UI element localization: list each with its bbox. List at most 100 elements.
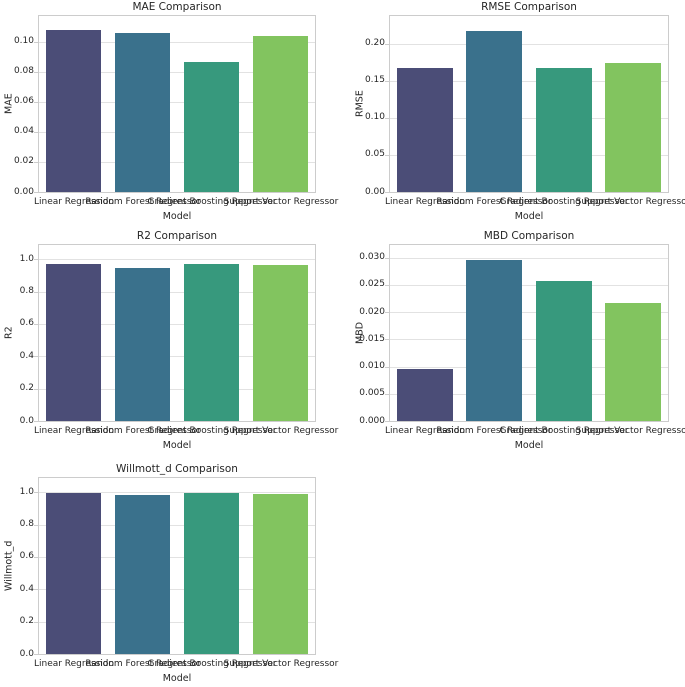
bar-gradient-boosting-regressor	[184, 62, 239, 192]
y-tick-label: 0.000	[359, 416, 385, 426]
y-tick-label: 0.005	[359, 388, 385, 398]
bar-gradient-boosting-regressor	[184, 493, 239, 654]
gridline	[390, 367, 668, 368]
y-tick-label: 0.05	[364, 149, 385, 159]
y-tick-mark	[385, 394, 389, 395]
y-tick-mark	[34, 525, 38, 526]
y-tick-label: 0.025	[359, 279, 385, 289]
y-tick-mark	[34, 654, 38, 655]
y-tick-mark	[34, 192, 38, 193]
bar-support-vector-regressor	[253, 265, 308, 421]
gridline	[39, 589, 315, 590]
x-axis-label: Model	[162, 673, 192, 684]
gridline	[390, 339, 668, 340]
gridline	[39, 102, 315, 103]
x-tick-label: Random Forest Regressor	[85, 197, 201, 207]
y-tick-label: 0.15	[364, 75, 385, 85]
bar-linear-regression	[46, 493, 101, 654]
gridline	[390, 258, 668, 259]
bar-support-vector-regressor	[605, 63, 661, 192]
gridline	[39, 259, 315, 260]
gridline	[39, 132, 315, 133]
chart-title: MAE Comparison	[132, 1, 222, 13]
y-tick-label: 0.6	[19, 318, 34, 328]
y-tick-label: 0.4	[19, 584, 34, 594]
y-axis-label: Willmott_d	[3, 540, 15, 592]
x-tick-label: Linear Regression	[33, 426, 115, 436]
x-tick-label: Random Forest Regressor	[436, 426, 552, 436]
y-tick-label: 0.020	[359, 307, 385, 317]
y-axis-label: R2	[3, 326, 15, 340]
plot-area	[38, 477, 316, 655]
y-tick-mark	[34, 622, 38, 623]
chart-title: MBD Comparison	[483, 230, 575, 242]
plot-area	[38, 244, 316, 422]
bar-gradient-boosting-regressor	[536, 281, 592, 421]
y-tick-label: 0.015	[359, 334, 385, 344]
y-tick-mark	[34, 259, 38, 260]
y-tick-label: 0.10	[13, 36, 34, 46]
y-tick-mark	[385, 192, 389, 193]
y-tick-label: 0.0	[19, 416, 34, 426]
chart-title: R2 Comparison	[136, 230, 218, 242]
bar-gradient-boosting-regressor	[184, 264, 239, 421]
gridline	[39, 162, 315, 163]
y-tick-mark	[385, 421, 389, 422]
y-tick-label: 0.2	[19, 383, 34, 393]
gridline	[39, 292, 315, 293]
x-tick-label: Linear Regression	[384, 197, 466, 207]
gridline	[39, 389, 315, 390]
gridline	[390, 44, 668, 45]
x-tick-label: Random Forest Regressor	[436, 197, 552, 207]
chart-title: RMSE Comparison	[481, 1, 577, 13]
bar-random-forest-regressor	[115, 268, 170, 421]
y-tick-label: 0.06	[13, 96, 34, 106]
x-tick-label: Gradient Boosting Regressor	[147, 659, 277, 669]
y-tick-mark	[385, 258, 389, 259]
bar-linear-regression	[397, 369, 453, 421]
bar-gradient-boosting-regressor	[536, 68, 592, 192]
y-axis-label: MBD	[354, 321, 366, 345]
y-tick-mark	[34, 356, 38, 357]
y-tick-mark	[385, 44, 389, 45]
gridline	[390, 285, 668, 286]
gridline	[390, 312, 668, 313]
x-tick-label: Support Vector Regressor	[223, 426, 339, 436]
gridline	[390, 81, 668, 82]
y-tick-label: 0.0	[19, 649, 34, 659]
y-tick-mark	[34, 389, 38, 390]
y-tick-mark	[34, 42, 38, 43]
gridline	[390, 118, 668, 119]
y-axis-label: RMSE	[354, 90, 366, 118]
y-tick-label: 1.0	[19, 254, 34, 264]
y-tick-label: 1.0	[19, 487, 34, 497]
bar-support-vector-regressor	[605, 303, 661, 421]
bar-linear-regression	[397, 68, 453, 192]
x-tick-label: Linear Regression	[33, 659, 115, 669]
x-tick-label: Support Vector Regressor	[223, 197, 339, 207]
x-tick-label: Support Vector Regressor	[575, 426, 685, 436]
y-tick-mark	[34, 324, 38, 325]
y-tick-label: 0.20	[364, 38, 385, 48]
y-tick-mark	[34, 589, 38, 590]
bar-linear-regression	[46, 264, 101, 421]
x-tick-label: Gradient Boosting Regressor	[147, 197, 277, 207]
y-tick-mark	[385, 155, 389, 156]
y-tick-mark	[34, 132, 38, 133]
x-tick-label: Linear Regression	[384, 426, 466, 436]
x-tick-label: Random Forest Regressor	[85, 659, 201, 669]
y-tick-mark	[385, 312, 389, 313]
y-tick-mark	[34, 162, 38, 163]
gridline	[39, 492, 315, 493]
y-tick-mark	[385, 339, 389, 340]
y-tick-mark	[34, 557, 38, 558]
gridline	[390, 394, 668, 395]
x-axis-label: Model	[514, 211, 544, 222]
x-tick-label: Linear Regression	[33, 197, 115, 207]
gridline	[39, 356, 315, 357]
y-tick-label: 0.010	[359, 361, 385, 371]
x-tick-label: Support Vector Regressor	[575, 197, 685, 207]
x-axis-label: Model	[162, 440, 192, 451]
bar-random-forest-regressor	[115, 33, 170, 192]
y-tick-label: 0.00	[13, 187, 34, 197]
